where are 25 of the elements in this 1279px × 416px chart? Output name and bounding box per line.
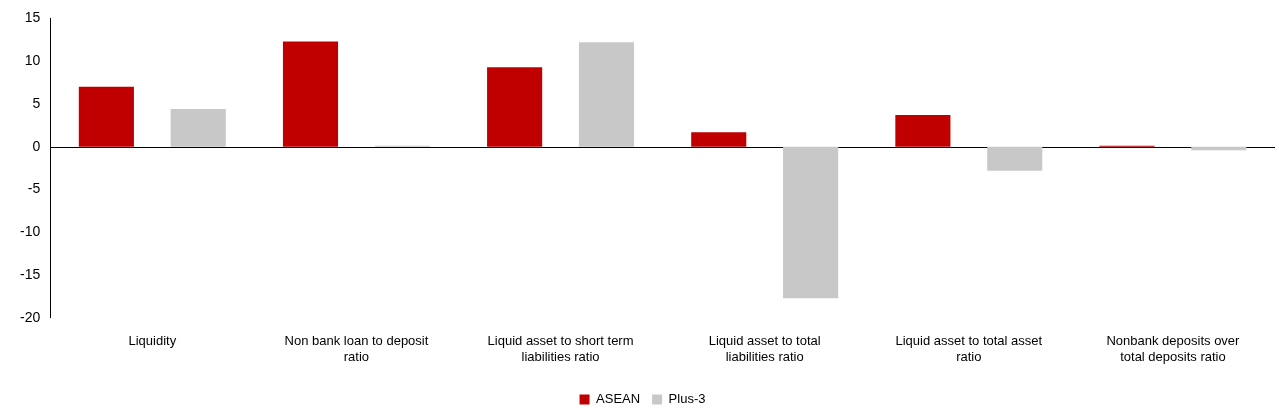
legend-label: ASEAN bbox=[596, 391, 641, 407]
y-tick-label: -15 bbox=[20, 265, 41, 282]
bar bbox=[783, 146, 839, 299]
bar bbox=[895, 115, 951, 147]
bar bbox=[170, 109, 226, 147]
y-tick-label: -10 bbox=[20, 223, 41, 240]
bar bbox=[691, 132, 747, 147]
y-tick-label: -20 bbox=[20, 308, 41, 325]
x-tick-label: Liquid asset to total liabilities ratio bbox=[708, 333, 821, 364]
x-tick-label: Liquid asset to short term liabilities ratio bbox=[487, 333, 634, 364]
y-tick-label: 10 bbox=[24, 52, 41, 69]
bar bbox=[282, 41, 339, 147]
y-tick-label: 0 bbox=[32, 137, 41, 154]
bar bbox=[987, 146, 1043, 171]
y-tick-label: 5 bbox=[32, 94, 41, 111]
y-tick-label: -5 bbox=[27, 180, 41, 197]
x-tick-label: Non bank loan to deposit ratio bbox=[284, 333, 429, 364]
x-tick-label: Nonbank deposits over total deposits ratio bbox=[1106, 333, 1241, 364]
bar bbox=[78, 86, 134, 147]
bar bbox=[578, 42, 635, 147]
x-tick-label: Liquid asset to total asset ratio bbox=[895, 333, 1043, 364]
y-tick-label: 15 bbox=[24, 9, 41, 26]
x-tick-label: Liquidity bbox=[128, 333, 177, 349]
legend-label: Plus-3 bbox=[668, 391, 706, 407]
bar bbox=[487, 67, 543, 147]
